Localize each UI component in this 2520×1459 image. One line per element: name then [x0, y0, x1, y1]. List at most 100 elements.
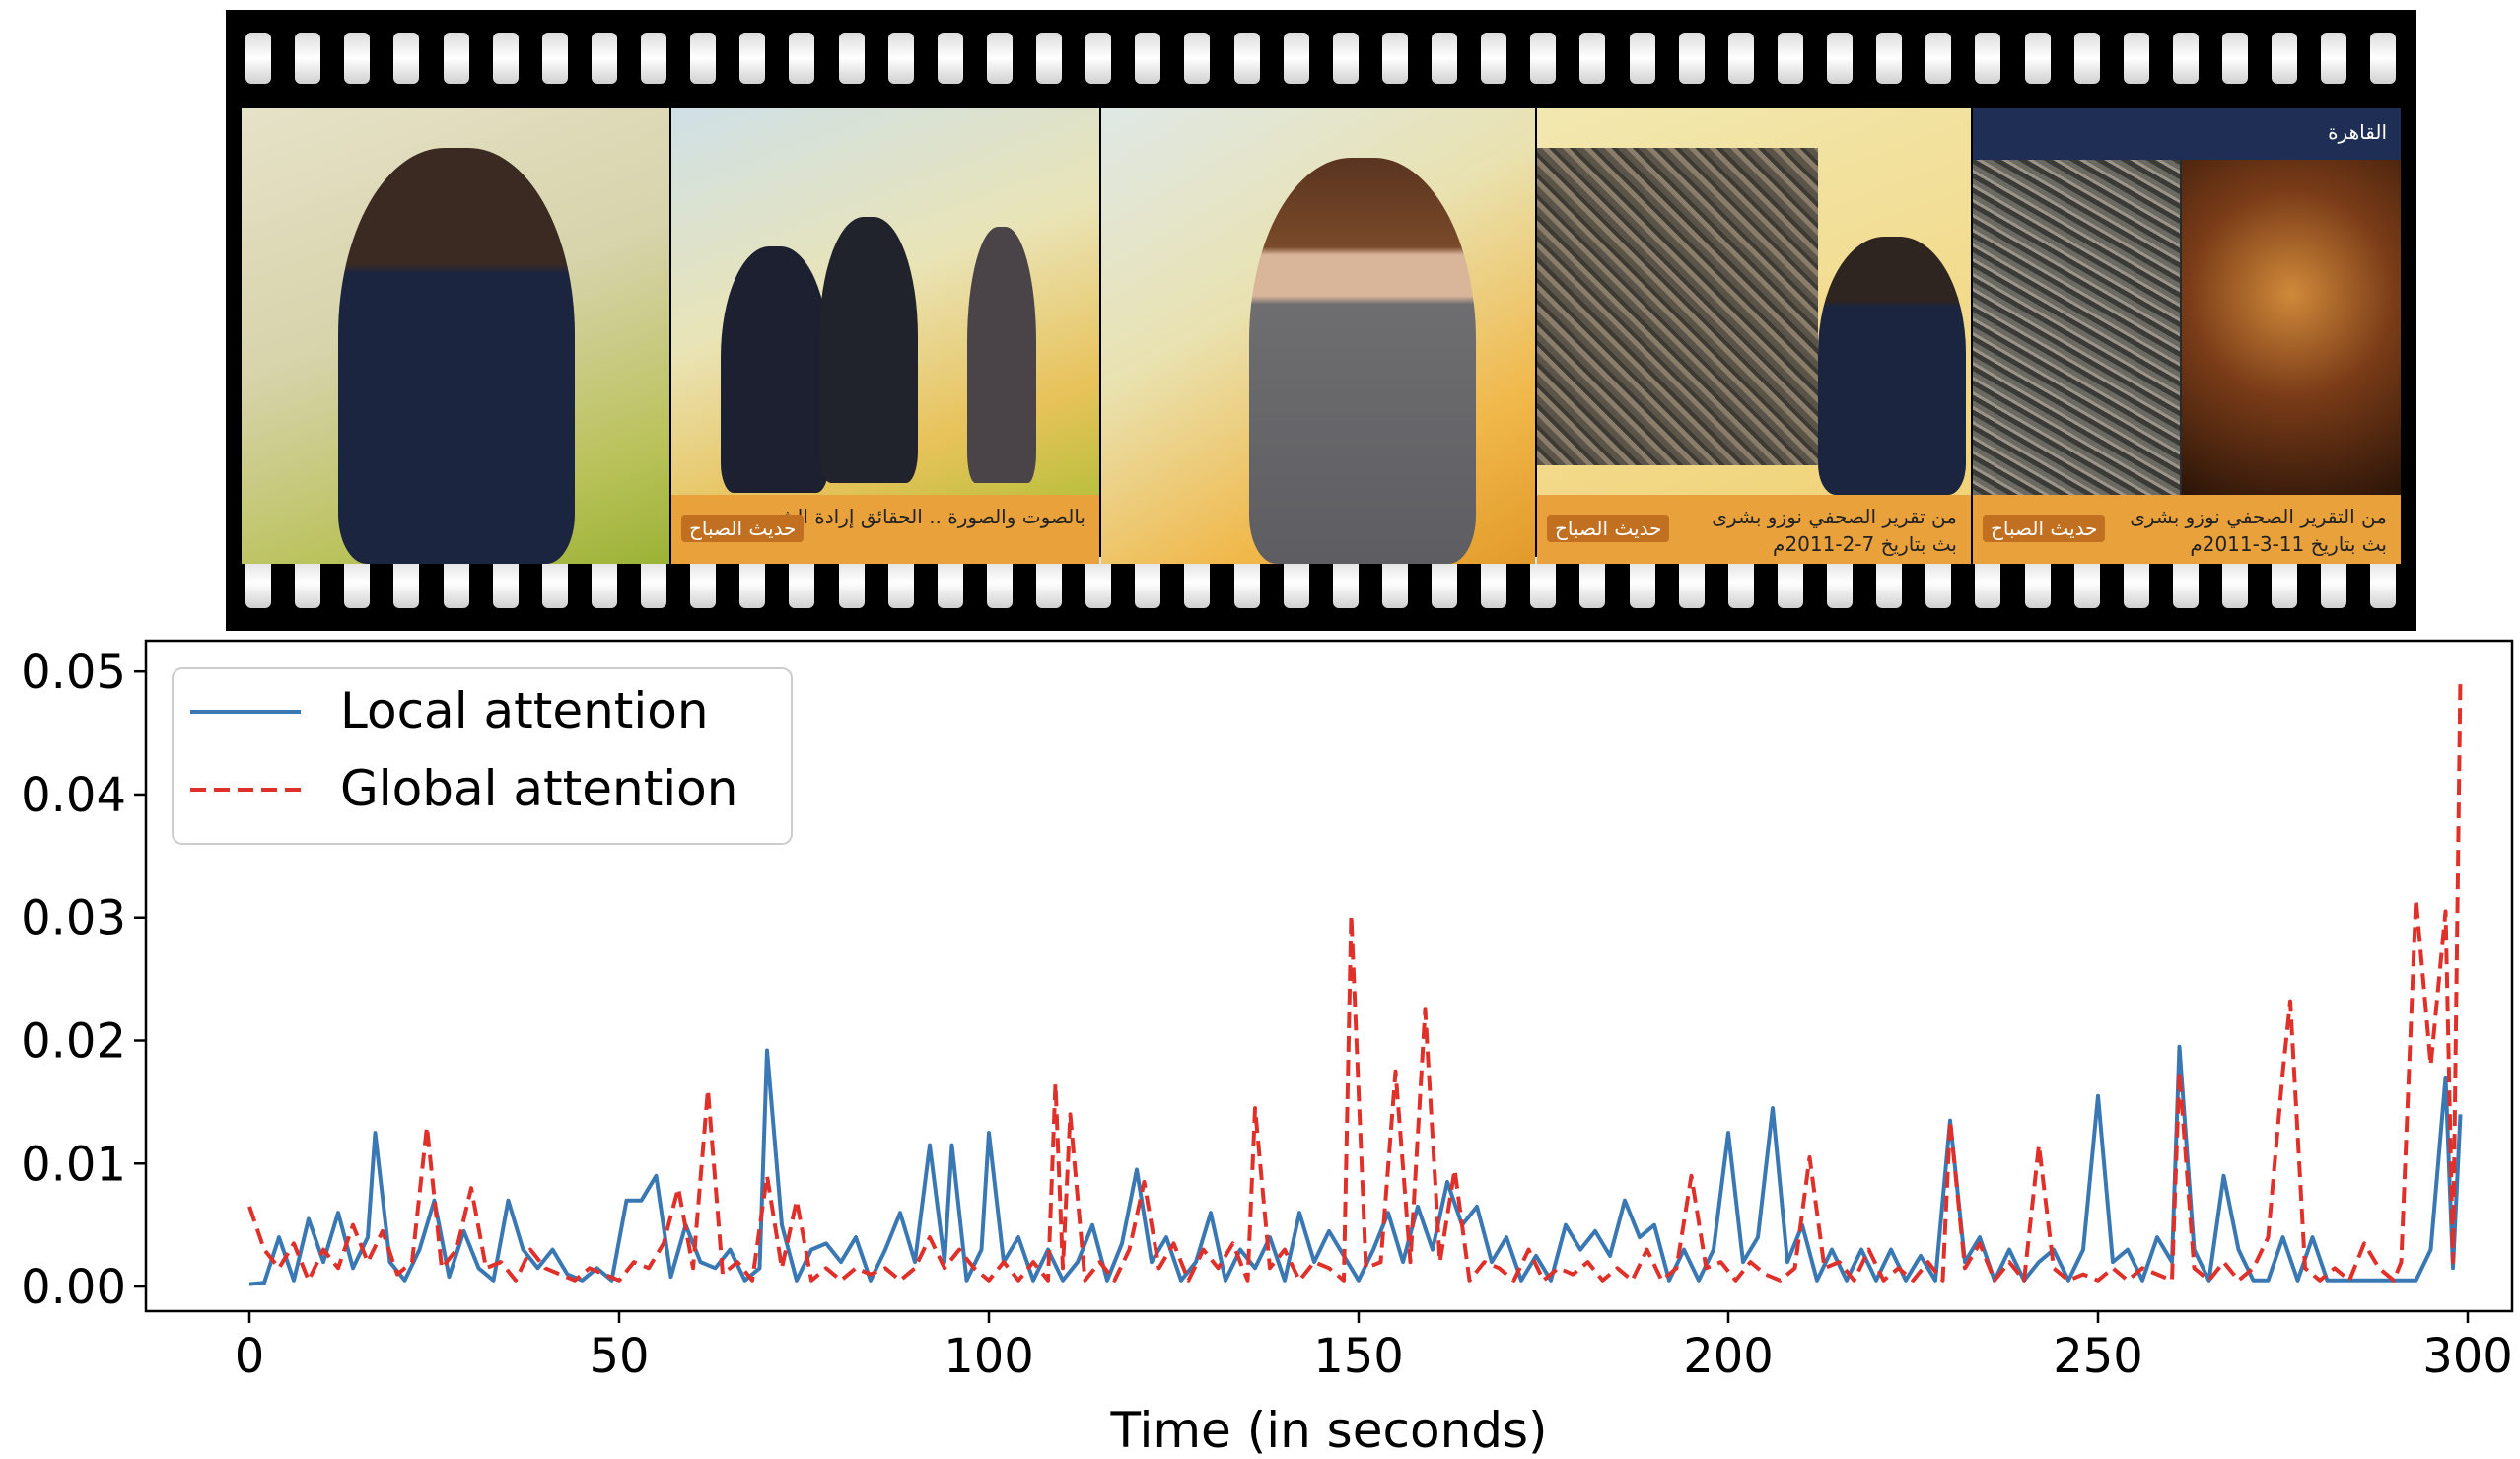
sprocket-hole — [393, 557, 420, 608]
sprocket-hole — [739, 557, 766, 608]
sprocket-hole — [245, 557, 272, 608]
sprocket-hole — [838, 33, 865, 84]
sprocket-hole — [1184, 33, 1211, 84]
sprocket-hole — [2073, 33, 2100, 84]
sprocket-hole — [887, 33, 914, 84]
sprocket-hole — [986, 33, 1013, 84]
ticker-subtitle: بث بتاريخ 7-2-2011م — [1773, 532, 1957, 556]
filmstrip: بالصوت والصورة .. الحقائق إرادة الشعوب ح… — [226, 10, 2416, 631]
sprocket-hole — [1381, 33, 1408, 84]
sprocket-hole — [1135, 33, 1161, 84]
legend: Local attention Global attention — [172, 667, 793, 845]
sprocket-hole — [1283, 557, 1309, 608]
sprocket-hole — [1085, 33, 1112, 84]
panel-guest-1 — [721, 246, 829, 493]
guest-figure — [338, 148, 575, 564]
sprocket-hole — [295, 557, 321, 608]
sprocket-hole — [1777, 33, 1803, 84]
x-tick-label: 150 — [1313, 1329, 1404, 1384]
sprocket-hole — [443, 33, 469, 84]
location-bar: القاهرة — [1973, 108, 2401, 160]
sprocket-hole — [1727, 33, 1754, 84]
ticker-title: من تقرير الصحفي نوزو بشرى — [1712, 505, 1957, 528]
sprocket-hole — [1876, 557, 1903, 608]
attention-line-chart: 0 50 100 150 200 250 300 0.000.010.020.030.040… — [21, 639, 2514, 1459]
sprocket-hole — [2172, 557, 2199, 608]
sprocket-hole — [1332, 33, 1359, 84]
sprocket-hole — [1432, 557, 1458, 608]
sprocket-hole — [1579, 557, 1606, 608]
sprocket-hole — [2123, 557, 2149, 608]
y-axis-ticks: 0.00 0.01 0.02 0.03 0.04 0.05 — [21, 645, 146, 1315]
y-tick-label: 0.00 — [21, 1260, 126, 1315]
sprocket-hole — [295, 33, 321, 84]
sprocket-hole — [1876, 33, 1903, 84]
sprocket-hole — [1233, 33, 1260, 84]
sprocket-hole — [2172, 33, 2199, 84]
sprocket-hole — [838, 557, 865, 608]
sprocket-hole — [344, 557, 371, 608]
x-tick-label: 50 — [589, 1329, 649, 1384]
sprocket-hole — [937, 557, 963, 608]
y-tick-label: 0.03 — [21, 891, 126, 946]
legend-label-global: Global attention — [340, 760, 737, 817]
sprocket-hole — [1579, 33, 1606, 84]
sprocket-hole — [344, 33, 371, 84]
sprocket-hole — [443, 557, 469, 608]
sprocket-hole — [2272, 557, 2298, 608]
sprocket-hole — [2123, 33, 2149, 84]
sprocket-hole — [1332, 557, 1359, 608]
sprocket-hole — [1530, 33, 1557, 84]
presenter-figure — [1249, 158, 1476, 564]
sprocket-hole — [2321, 33, 2347, 84]
sprocket-hole — [2222, 33, 2249, 84]
sprocket-hole — [690, 33, 717, 84]
sprocket-hole — [492, 33, 519, 84]
film-frame-4: من تقرير الصحفي نوزو بشرى بث بتاريخ 7-2-… — [1537, 108, 1971, 564]
sprocket-hole — [2321, 557, 2347, 608]
crowd-footage-left — [1973, 160, 2180, 495]
sprocket-hole — [887, 557, 914, 608]
legend-box — [172, 667, 793, 845]
x-axis-ticks: 0 50 100 150 200 250 300 — [235, 1311, 2513, 1384]
sprocket-hole — [1629, 33, 1655, 84]
sprocket-hole — [245, 33, 272, 84]
sprocket-hole — [591, 557, 617, 608]
sprocket-hole — [1283, 33, 1309, 84]
program-badge: حديث الصباح — [681, 515, 805, 542]
program-badge: حديث الصباح — [1547, 515, 1670, 542]
x-tick-label: 250 — [2053, 1329, 2143, 1384]
sprocket-hole — [1432, 33, 1458, 84]
film-frame-2: بالصوت والصورة .. الحقائق إرادة الشعوب ح… — [671, 108, 1099, 564]
sprocket-hole — [541, 33, 568, 84]
lower-third-ticker: بالصوت والصورة .. الحقائق إرادة الشعوب ح… — [671, 495, 1099, 564]
y-tick-label: 0.01 — [21, 1137, 126, 1192]
sprocket-hole — [1481, 557, 1507, 608]
sprocket-hole — [1827, 33, 1854, 84]
sprocket-hole — [1925, 33, 1952, 84]
film-frame-3 — [1101, 108, 1535, 564]
x-tick-label: 0 — [235, 1329, 265, 1384]
sprocket-hole — [541, 557, 568, 608]
x-tick-label: 200 — [1683, 1329, 1774, 1384]
sprocket-hole — [1481, 33, 1507, 84]
ticker-title: من التقرير الصحفي نوزو بشرى — [2130, 505, 2387, 528]
bottom-sprocket-row — [226, 542, 2416, 623]
sprocket-hole — [1135, 557, 1161, 608]
x-axis-label: Time (in seconds) — [1109, 1402, 1547, 1459]
sprocket-hole — [492, 557, 519, 608]
legend-label-local: Local attention — [340, 682, 709, 739]
sprocket-hole — [1678, 557, 1705, 608]
sprocket-hole — [2024, 557, 2051, 608]
sprocket-hole — [1925, 557, 1952, 608]
sprocket-hole — [2272, 33, 2298, 84]
panel-guest-2 — [819, 217, 918, 483]
sprocket-hole — [2222, 557, 2249, 608]
night-crowd-footage-right — [2182, 160, 2401, 495]
series-layer — [247, 677, 2463, 1286]
sprocket-hole — [789, 557, 815, 608]
sprocket-hole — [1975, 33, 2001, 84]
lower-third-ticker: من تقرير الصحفي نوزو بشرى بث بتاريخ 7-2-… — [1537, 495, 1971, 564]
program-badge: حديث الصباح — [1983, 515, 2106, 542]
sprocket-hole — [690, 557, 717, 608]
